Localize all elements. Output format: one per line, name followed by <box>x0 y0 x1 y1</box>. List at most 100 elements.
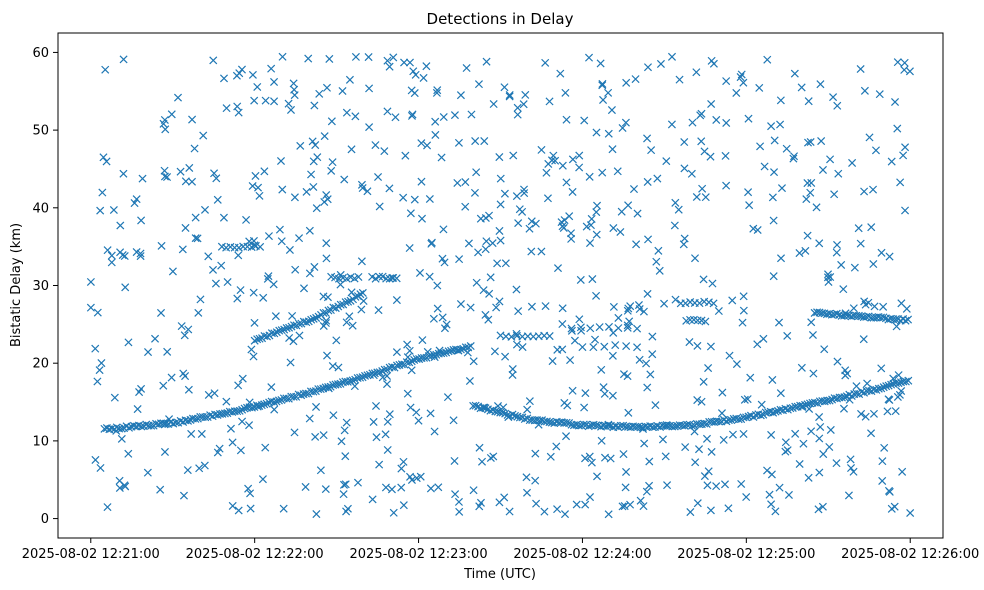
clutter-point <box>405 346 414 355</box>
cluster-point <box>614 324 623 333</box>
clutter-point <box>739 78 748 87</box>
clutter-point <box>896 178 905 187</box>
track-point <box>324 383 333 392</box>
clutter-point <box>322 191 331 200</box>
clutter-point <box>817 137 826 146</box>
clutter-point <box>558 304 567 313</box>
clutter-point <box>496 174 505 183</box>
clutter-point <box>389 508 398 517</box>
clutter-point <box>211 279 220 288</box>
clutter-point <box>238 374 247 383</box>
clutter-point <box>132 195 141 204</box>
clutter-point <box>661 452 670 461</box>
clutter-point <box>558 320 567 329</box>
clutter-point <box>270 77 279 86</box>
clutter-point <box>820 345 829 354</box>
clutter-point <box>559 223 568 232</box>
clutter-point <box>546 452 555 461</box>
clutter-point <box>759 334 768 343</box>
clutter-point <box>319 431 328 440</box>
clutter-point <box>568 386 577 395</box>
clutter-point <box>586 221 595 230</box>
clutter-point <box>286 358 295 367</box>
clutter-point <box>276 156 286 166</box>
clutter-point <box>770 168 779 177</box>
clutter-point <box>97 359 106 368</box>
clutter-point <box>342 418 351 427</box>
clutter-point <box>789 154 798 163</box>
clutter-point <box>453 178 462 187</box>
clutter-point <box>423 141 432 150</box>
clutter-point <box>289 79 298 88</box>
clutter-point <box>644 235 653 244</box>
track-point <box>734 415 743 424</box>
clutter-point <box>338 86 347 96</box>
cluster-point <box>392 274 401 283</box>
clutter-point <box>675 75 684 84</box>
clutter-point <box>392 348 401 357</box>
clutter-point <box>101 65 110 74</box>
clutter-point <box>885 487 894 496</box>
clutter-point <box>654 246 663 255</box>
clutter-point <box>565 212 574 221</box>
clutter-point <box>284 99 293 108</box>
track-point <box>262 399 271 408</box>
clutter-point <box>512 192 521 201</box>
x-tick-label: 2025-08-02 12:23:00 <box>350 547 488 562</box>
clutter-point <box>880 443 889 452</box>
track-point <box>289 321 299 330</box>
clutter-point <box>599 95 608 104</box>
clutter-point <box>790 69 799 78</box>
track-point <box>289 392 298 401</box>
clutter-point <box>234 506 243 515</box>
track-point <box>825 396 834 405</box>
track-point <box>319 308 328 317</box>
clutter-point <box>894 371 903 380</box>
track-point <box>424 352 433 361</box>
clutter-point <box>700 472 709 481</box>
clutter-point <box>336 280 345 289</box>
clutter-point <box>795 249 804 258</box>
track-point <box>801 400 810 409</box>
clutter-point <box>496 236 505 245</box>
clutter-point <box>343 504 352 513</box>
cluster-point <box>701 317 710 326</box>
clutter-point <box>312 204 321 213</box>
clutter-point <box>219 74 229 83</box>
clutter-point <box>893 124 902 133</box>
cluster-point <box>256 242 265 251</box>
clutter-point <box>472 278 481 287</box>
clutter-point <box>609 302 618 311</box>
track-point <box>771 407 780 416</box>
clutter-point <box>708 279 717 288</box>
clutter-point <box>505 92 514 101</box>
clutter-point <box>600 453 610 462</box>
clutter-point <box>222 104 231 113</box>
clutter-point <box>322 254 331 263</box>
clutter-point <box>383 107 392 116</box>
track-point <box>319 384 328 393</box>
track-point <box>307 315 316 324</box>
clutter-point <box>434 483 443 492</box>
track-point <box>275 326 284 335</box>
clutter-point <box>328 362 337 371</box>
clutter-point <box>709 59 718 68</box>
clutter-point <box>250 318 259 327</box>
clutter-point <box>816 80 825 89</box>
clutter-point <box>856 239 865 248</box>
clutter-point <box>697 397 706 406</box>
clutter-point <box>319 321 328 331</box>
clutter-point <box>514 307 523 316</box>
clutter-point <box>567 234 576 243</box>
clutter-point <box>160 166 169 175</box>
clutter-point <box>304 54 313 63</box>
clutter-point <box>255 191 264 200</box>
clutter-point <box>258 475 267 484</box>
clutter-point <box>417 139 426 148</box>
clutter-point <box>130 199 139 208</box>
clutter-point <box>96 206 105 215</box>
clutter-point <box>849 467 858 476</box>
clutter-point <box>556 69 565 78</box>
clutter-point <box>593 472 602 481</box>
clutter-point <box>515 205 524 214</box>
